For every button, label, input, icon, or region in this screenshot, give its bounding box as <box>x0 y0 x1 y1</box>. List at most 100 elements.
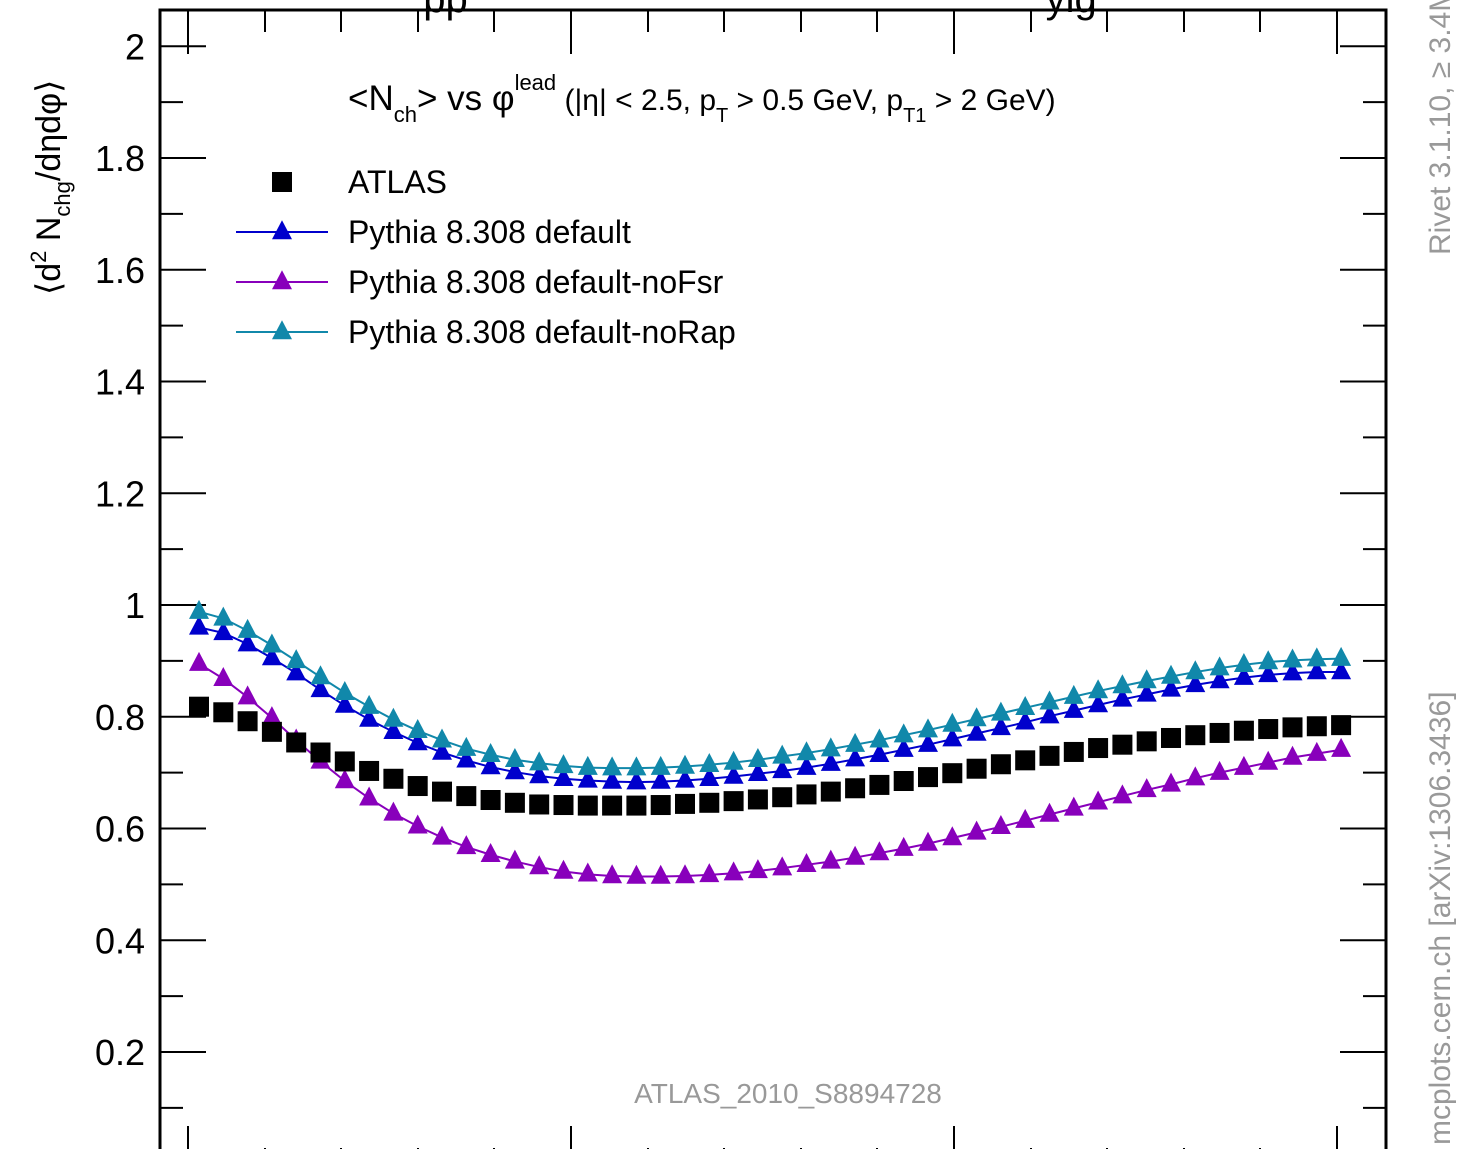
data-point <box>845 778 866 799</box>
data-point <box>577 755 598 775</box>
data-point <box>504 849 525 869</box>
data-point <box>1136 669 1157 689</box>
data-point <box>1161 664 1181 684</box>
data-point <box>1112 784 1133 804</box>
y-tick-label: 1.6 <box>95 250 145 291</box>
data-point <box>893 771 914 792</box>
data-point <box>359 707 380 727</box>
data-point <box>675 864 695 884</box>
data-point <box>310 678 331 698</box>
y-tick-label: 1.2 <box>95 473 145 514</box>
data-point <box>1015 696 1036 716</box>
data-point <box>747 761 768 781</box>
data-point <box>504 747 525 767</box>
data-point <box>310 665 331 685</box>
legend-label: Pythia 8.308 default-noRap <box>348 314 736 350</box>
data-point <box>1112 734 1133 755</box>
y-tick-label: 1.8 <box>95 138 145 179</box>
data-point <box>1233 653 1254 673</box>
y-tick-labels: 0.2 0.4 0.6 0.8 1 1.2 1.4 1.6 1.8 2 <box>95 26 145 1073</box>
data-point <box>504 792 525 813</box>
data-point <box>747 789 768 810</box>
data-point <box>942 763 963 784</box>
data-point <box>1258 719 1279 740</box>
data-point <box>820 737 841 757</box>
data-point <box>334 693 355 713</box>
data-point <box>966 758 987 779</box>
data-point <box>869 742 890 762</box>
data-point <box>1331 737 1352 757</box>
data-point <box>213 702 234 723</box>
data-point <box>383 720 404 740</box>
y-tick-label: 1 <box>125 585 145 626</box>
data-point <box>213 666 234 686</box>
data-point <box>577 768 598 788</box>
data-point <box>893 836 914 856</box>
data-point <box>553 859 574 879</box>
data-point <box>1063 698 1084 718</box>
data-point <box>845 747 866 767</box>
data-point <box>772 744 793 764</box>
data-point <box>480 790 501 811</box>
data-point <box>334 769 355 789</box>
data-point <box>796 755 817 775</box>
data-point <box>577 862 598 882</box>
legend-item: Pythia 8.308 default-noRap <box>236 314 736 350</box>
data-point <box>942 712 963 732</box>
data-point <box>456 786 477 807</box>
data-point <box>796 741 817 761</box>
data-point <box>286 661 307 681</box>
data-point <box>1209 669 1230 689</box>
data-point <box>504 760 525 780</box>
data-point <box>359 786 380 806</box>
data-point <box>1331 646 1352 666</box>
data-point <box>261 633 282 653</box>
data-point <box>407 776 428 797</box>
data-point <box>1088 679 1109 699</box>
y-tick-label: 2 <box>125 26 145 67</box>
data-point <box>1306 660 1327 680</box>
data-point <box>1136 731 1157 752</box>
data-point <box>990 701 1011 721</box>
data-point <box>1282 717 1303 738</box>
data-point <box>189 651 209 671</box>
data-point <box>650 795 671 816</box>
data-point <box>529 794 550 815</box>
data-point <box>918 831 938 851</box>
data-point <box>796 784 817 805</box>
data-point <box>675 754 695 774</box>
data-point <box>1306 741 1327 761</box>
data-point <box>1331 715 1352 736</box>
legend-item: ATLAS <box>272 164 447 200</box>
axis-ticks <box>160 10 1386 1149</box>
data-point <box>237 632 258 652</box>
legend-label: Pythia 8.308 default <box>348 214 631 250</box>
data-point <box>1161 677 1181 697</box>
data-point <box>650 864 671 884</box>
data-point <box>237 685 258 705</box>
data-point <box>723 764 744 784</box>
data-point <box>1015 750 1036 771</box>
data-point <box>1209 760 1230 780</box>
data-point <box>1039 690 1060 710</box>
data-point <box>990 754 1011 775</box>
data-point <box>1088 790 1109 810</box>
data-point <box>1015 710 1036 730</box>
data-point <box>1185 766 1206 786</box>
data-point <box>918 767 938 788</box>
plot-frame <box>158 8 1388 1149</box>
data-point <box>1039 704 1060 724</box>
data-point <box>1282 745 1303 765</box>
legend-label: ATLAS <box>348 164 447 200</box>
legend-marker <box>272 270 292 290</box>
data-point <box>675 768 695 788</box>
data-point <box>893 737 914 757</box>
data-point <box>189 696 209 717</box>
data-point <box>213 621 234 641</box>
side-label-bottom: mcplots.cern.ch [arXiv:1306.3436] <box>1424 691 1457 1145</box>
data-point <box>602 864 623 884</box>
data-point <box>1136 682 1157 702</box>
legend-marker <box>272 220 292 240</box>
y-tick-label: 1.4 <box>95 362 145 403</box>
data-point <box>1136 778 1157 798</box>
